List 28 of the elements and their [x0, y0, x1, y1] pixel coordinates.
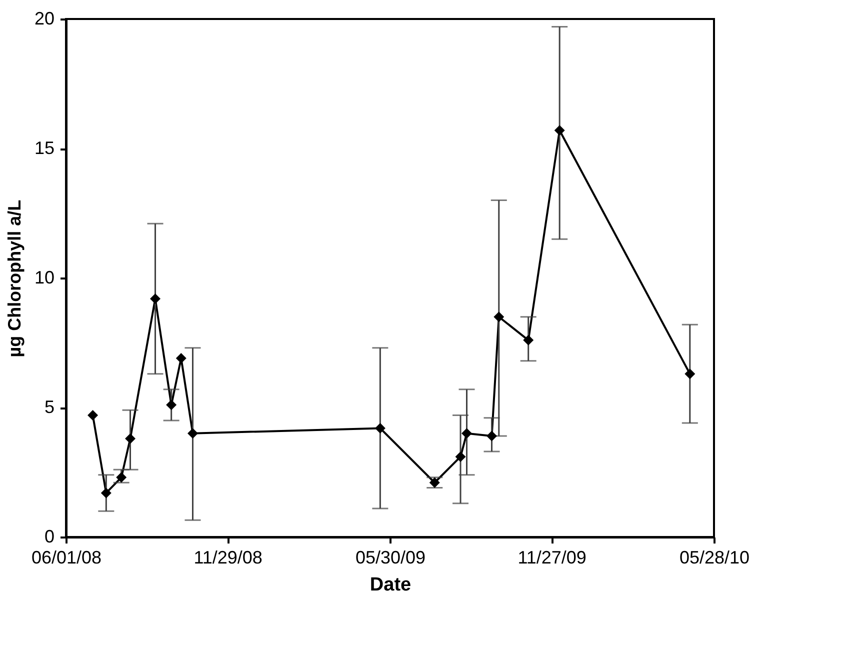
y-axis-title: µg Chlorophyll a/L — [4, 200, 24, 358]
x-tick-label: 11/29/08 — [194, 548, 262, 568]
point — [486, 430, 497, 442]
point — [188, 428, 198, 439]
x-tick-label: 06/01/08 — [31, 548, 102, 568]
y-tick-label: 20 — [34, 8, 54, 28]
point — [462, 428, 472, 439]
point — [166, 400, 177, 410]
y-tick-label: 10 — [34, 268, 54, 288]
point — [116, 472, 127, 483]
x-axis-title: Date — [370, 574, 412, 596]
point — [374, 422, 386, 434]
point — [554, 125, 565, 136]
x-tick-label: 11/27/09 — [518, 548, 586, 568]
point — [125, 433, 136, 444]
point — [455, 451, 466, 462]
x-tick-label: 05/28/10 — [679, 548, 750, 568]
point — [150, 293, 160, 304]
point — [100, 488, 112, 498]
x-tick-label: 05/30/09 — [355, 548, 426, 568]
y-tick-label: 5 — [44, 397, 54, 417]
y-tick-label: 0 — [44, 526, 54, 546]
y-tick-label: 15 — [34, 138, 54, 158]
point — [88, 410, 98, 421]
point — [494, 312, 504, 322]
point — [684, 368, 696, 380]
point — [429, 477, 440, 488]
point — [523, 334, 534, 346]
